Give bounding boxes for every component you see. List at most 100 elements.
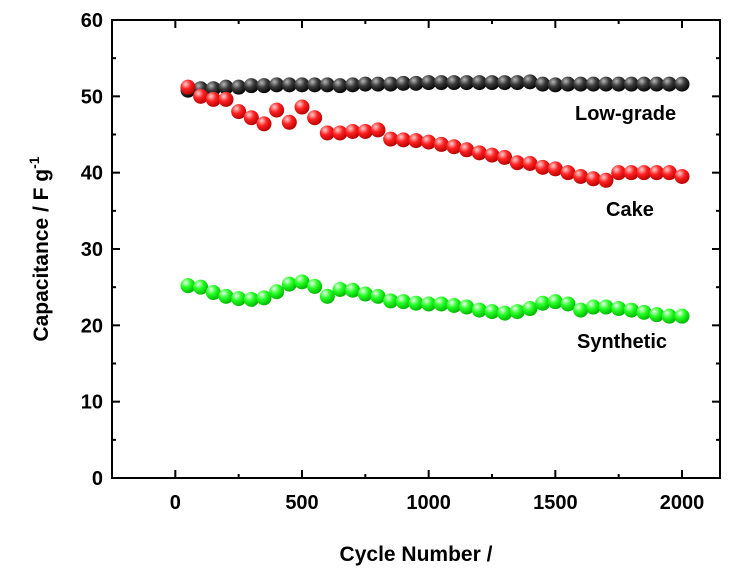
data-point-cake [433,136,449,152]
data-point-synthetic [383,293,399,309]
x-tick-label: 1500 [533,492,578,514]
data-point-cake [319,125,335,141]
y-tick-label: 30 [81,239,103,261]
data-point-low-grade [218,79,234,95]
data-point-synthetic [218,288,234,304]
data-point-cake [395,132,411,148]
data-point-low-grade [421,75,437,91]
data-point-low-grade [471,75,487,91]
y-axis-title-superscript: -1 [26,156,42,169]
data-point-synthetic [497,305,513,321]
data-point-synthetic [370,288,386,304]
data-point-cake [357,123,373,139]
data-point-cake [547,161,563,177]
y-axis-title: Capacitance / F g-1 [26,156,53,341]
data-point-cake [180,79,196,95]
data-point-low-grade [433,75,449,91]
data-point-low-grade [623,76,639,92]
series-synthetic [180,274,690,324]
data-point-low-grade [522,74,538,90]
x-tick-label: 0 [170,492,181,514]
data-point-synthetic [345,282,361,298]
data-point-low-grade [573,76,589,92]
data-point-low-grade [611,76,627,92]
y-tick-label: 40 [81,163,103,185]
data-point-synthetic [573,302,589,318]
x-tick-label: 500 [285,492,318,514]
x-axis-title: Cycle Number / [340,543,493,566]
data-point-low-grade [674,76,690,92]
data-point-cake [281,114,297,130]
data-point-cake [370,122,386,138]
data-point-low-grade [649,76,665,92]
data-point-cake [408,133,424,149]
data-point-synthetic [623,302,639,318]
data-point-cake [256,116,272,132]
series-low-grade [180,74,690,98]
data-point-cake [484,147,500,163]
data-point-low-grade [636,76,652,92]
data-point-low-grade [560,76,576,92]
data-point-cake [560,165,576,181]
data-point-synthetic [395,294,411,310]
data-point-synthetic [433,296,449,312]
data-point-cake [332,125,348,141]
data-point-synthetic [256,290,272,306]
data-point-low-grade [281,77,297,93]
data-point-synthetic [281,276,297,292]
data-point-synthetic [243,291,259,307]
data-point-cake [674,168,690,184]
data-point-synthetic [585,299,601,315]
data-point-synthetic [535,295,551,311]
data-point-synthetic [294,274,310,290]
data-point-cake [193,88,209,104]
data-point-low-grade [535,76,551,92]
data-point-low-grade [357,76,373,92]
data-point-synthetic [547,294,563,310]
data-point-synthetic [193,279,209,295]
series-cake [180,79,690,188]
data-point-low-grade [345,77,361,93]
data-point-synthetic [332,281,348,297]
data-point-cake [611,165,627,181]
data-point-cake [307,110,323,126]
data-point-low-grade [395,75,411,91]
data-point-synthetic [661,308,677,324]
series-layer [180,74,690,324]
data-point-cake [345,123,361,139]
data-point-synthetic [269,284,285,300]
data-point-synthetic [484,304,500,320]
data-point-low-grade [256,78,272,94]
data-point-cake [509,155,525,171]
data-point-synthetic [560,296,576,312]
y-tick-label: 10 [81,392,103,414]
data-point-low-grade [509,75,525,91]
data-point-cake [522,156,538,172]
data-point-cake [269,102,285,118]
data-point-low-grade [231,79,247,95]
data-point-cake [218,91,234,107]
data-point-cake [598,172,614,188]
data-point-synthetic [509,304,525,320]
data-point-cake [585,171,601,187]
data-point-low-grade [484,75,500,91]
data-point-synthetic [674,308,690,324]
data-point-low-grade [446,75,462,91]
y-tick-label: 50 [81,86,103,108]
data-point-synthetic [357,286,373,302]
data-point-cake [205,91,221,107]
data-point-low-grade [307,77,323,93]
data-point-cake [661,165,677,181]
data-point-synthetic [522,301,538,317]
data-point-synthetic [180,278,196,294]
data-point-low-grade [497,75,513,91]
data-point-low-grade [547,77,563,93]
series-label-synthetic: Synthetic [577,331,667,353]
data-point-synthetic [319,288,335,304]
data-point-low-grade [370,76,386,92]
data-point-cake [243,110,259,126]
data-point-synthetic [205,285,221,301]
data-point-cake [459,142,475,158]
data-point-synthetic [598,299,614,315]
